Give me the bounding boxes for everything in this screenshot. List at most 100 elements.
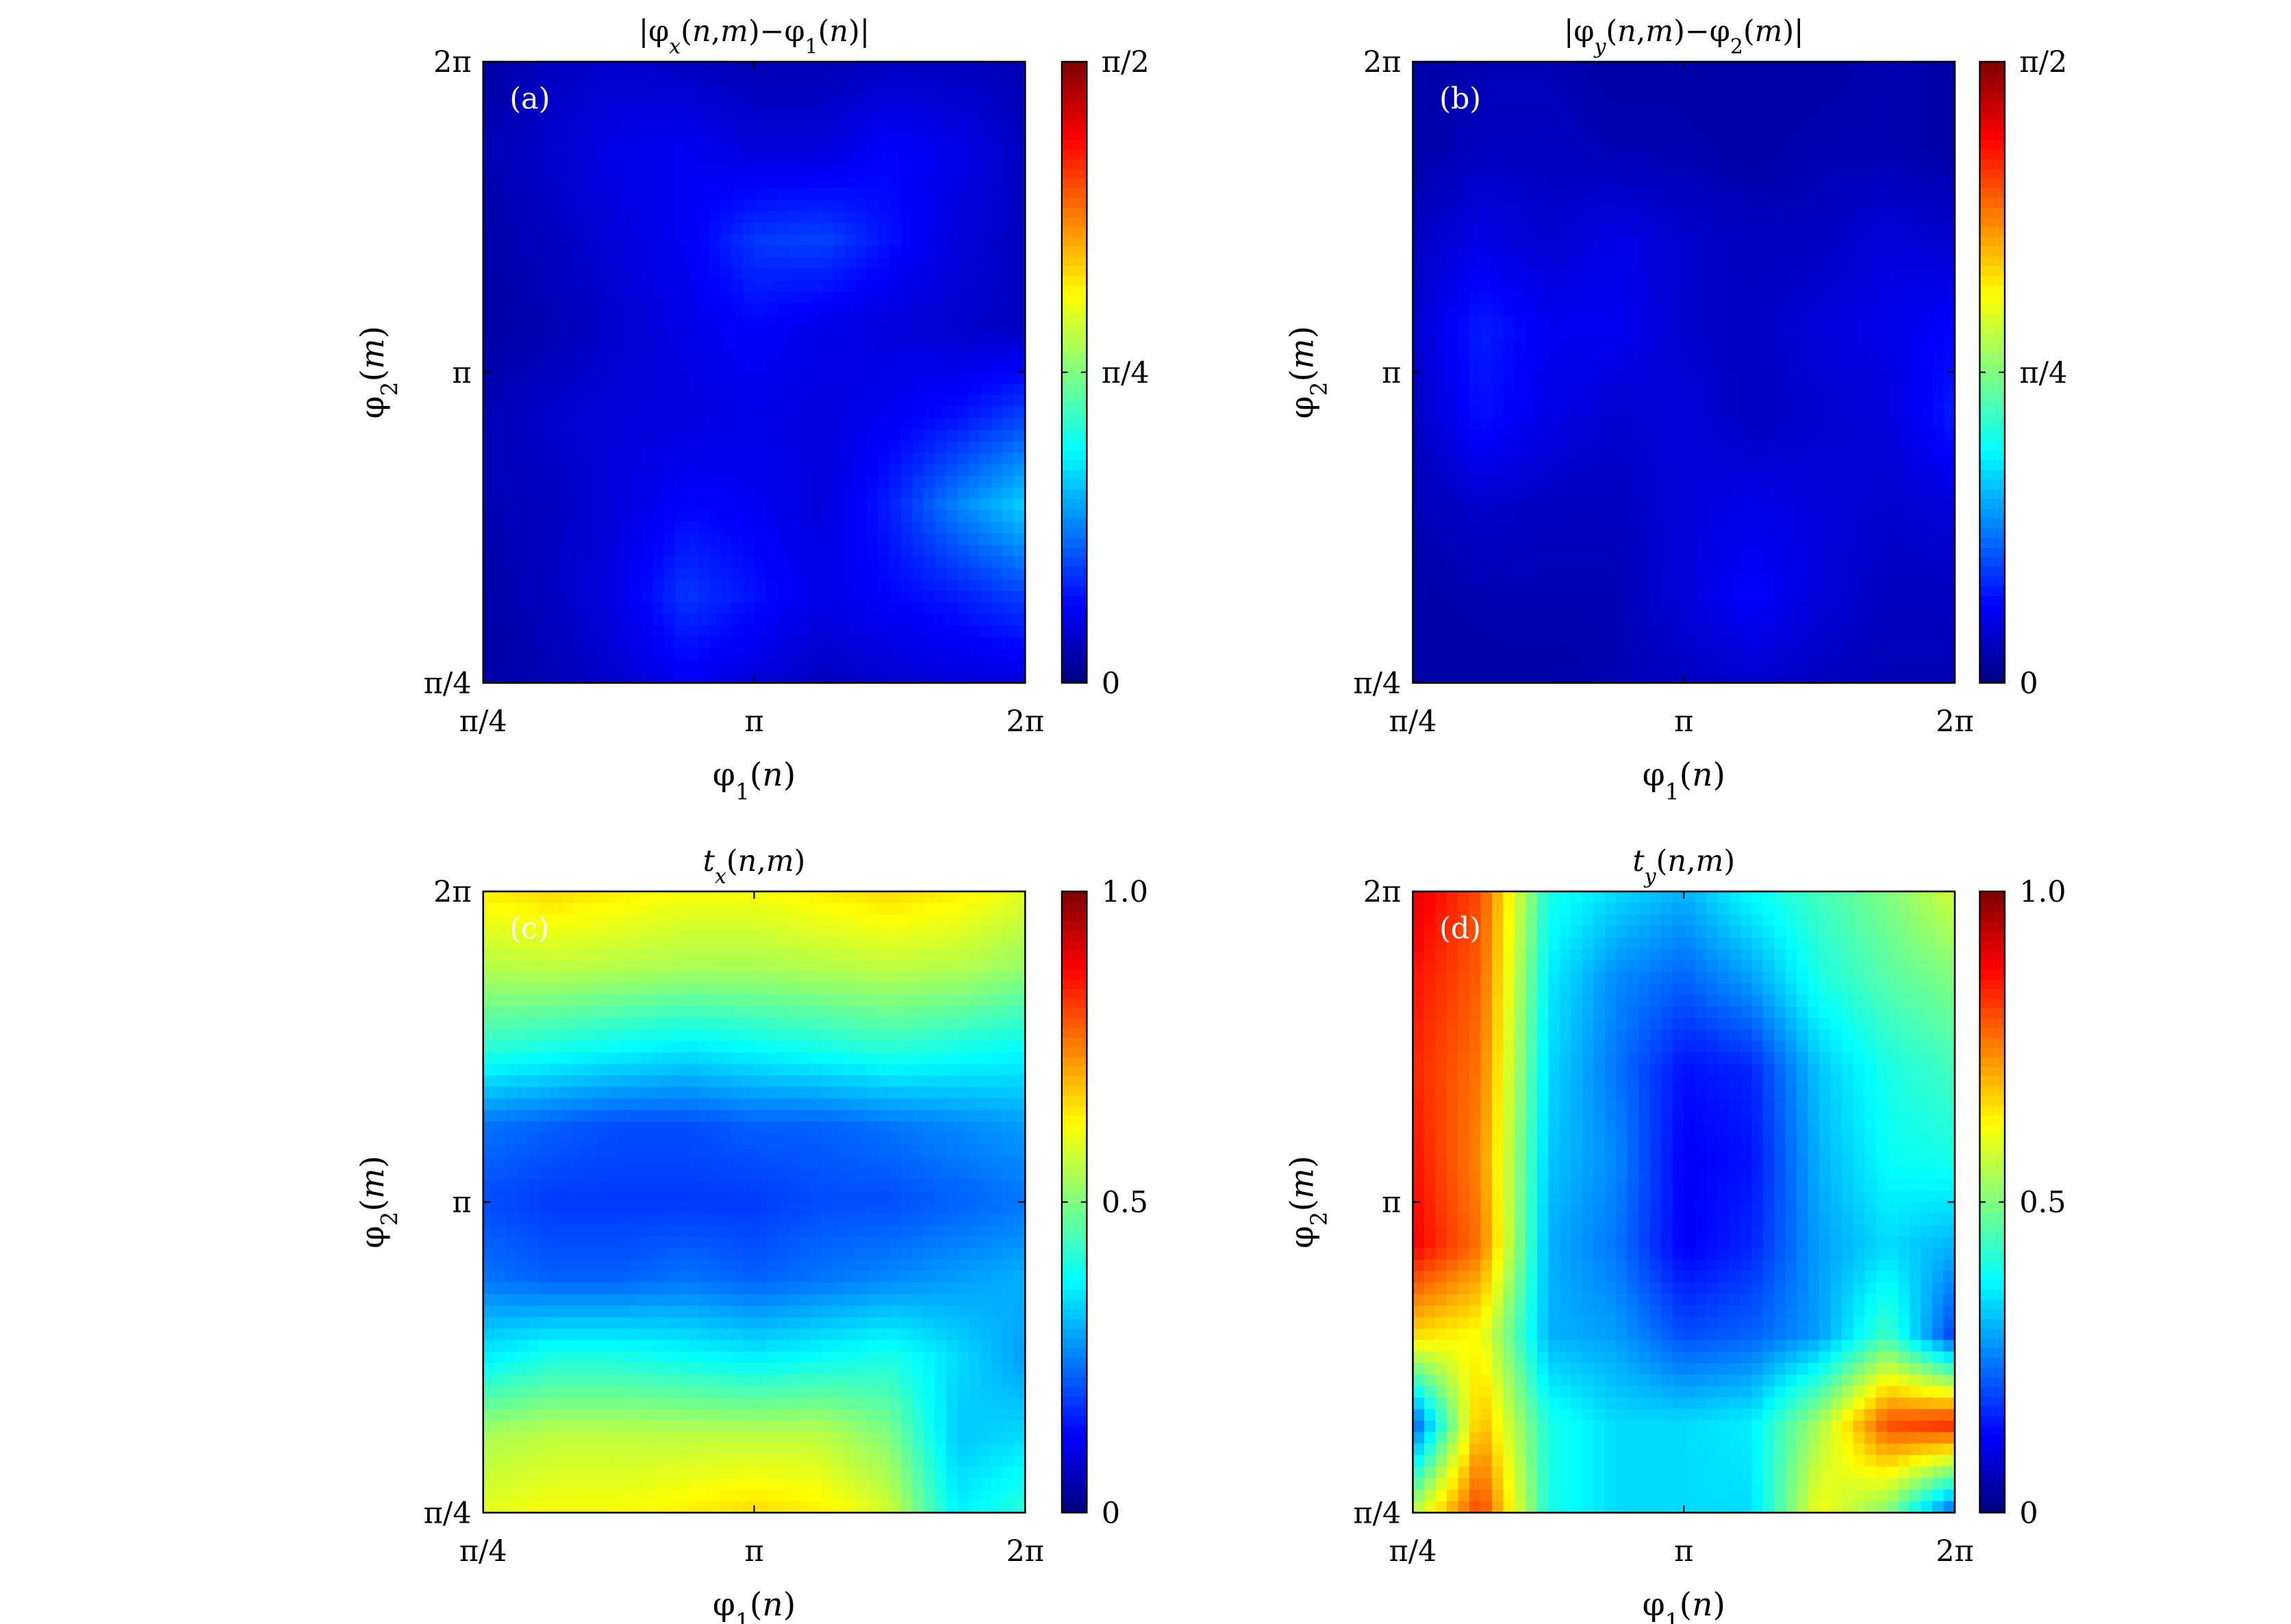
heatmap-cell: [1413, 475, 1425, 488]
heatmap-cell: [1435, 211, 1447, 224]
heatmap-cell: [618, 234, 631, 246]
heatmap-cell: [1548, 107, 1560, 120]
heatmap-cell: [1672, 544, 1685, 557]
heatmap-cell: [517, 257, 529, 270]
heatmap-cell: [765, 522, 778, 534]
heatmap-cell: [709, 177, 721, 189]
heatmap-cell: [1819, 522, 1832, 534]
colorbar-step: [1061, 100, 1087, 111]
heatmap-cell: [1593, 73, 1606, 86]
heatmap-cell: [528, 142, 541, 155]
heatmap-cell: [698, 223, 710, 235]
heatmap-cell: [698, 625, 710, 638]
heatmap-cell: [1446, 96, 1459, 109]
heatmap-cell: [923, 338, 936, 351]
heatmap-cell: [980, 510, 992, 523]
heatmap-cell: [776, 62, 789, 74]
heatmap-cell: [1774, 223, 1786, 235]
heatmap-cell: [1446, 579, 1459, 592]
heatmap-cell: [980, 188, 992, 201]
heatmap-cell: [1887, 165, 1899, 177]
heatmap-cell: [698, 648, 710, 661]
heatmap-cell: [1706, 383, 1719, 396]
heatmap-cell: [1593, 418, 1606, 431]
heatmap-cell: [1446, 73, 1459, 86]
heatmap-cell: [731, 648, 744, 661]
heatmap-cell: [810, 522, 823, 534]
heatmap-cell: [641, 338, 653, 351]
heatmap-cell: [1887, 429, 1899, 442]
heatmap-cell: [1875, 544, 1888, 557]
heatmap-cell: [980, 303, 992, 316]
heatmap-cell: [585, 280, 597, 292]
heatmap-cell: [1582, 349, 1595, 361]
heatmap-cell: [1853, 418, 1865, 431]
heatmap-cell: [776, 142, 789, 155]
heatmap-cell: [1943, 73, 1955, 86]
heatmap-cell: [630, 188, 642, 201]
heatmap-cell: [1672, 62, 1685, 74]
heatmap-cell: [1480, 245, 1493, 258]
heatmap-cell: [889, 613, 902, 626]
heatmap-cell: [1604, 487, 1617, 500]
heatmap-cell: [968, 383, 981, 396]
heatmap-cell: [675, 441, 687, 454]
heatmap-cell: [1842, 602, 1854, 615]
heatmap-cell: [1864, 245, 1877, 258]
heatmap-cell: [1751, 487, 1764, 500]
heatmap-cell: [912, 475, 924, 488]
heatmap-cell: [596, 602, 608, 615]
heatmap-cell: [731, 613, 744, 626]
heatmap-cell: [1887, 62, 1899, 74]
heatmap-cell: [946, 303, 959, 316]
heatmap-cell: [1536, 418, 1549, 431]
heatmap-cell: [686, 429, 698, 442]
heatmap-cell: [1503, 349, 1515, 361]
heatmap-cell: [1661, 360, 1673, 373]
heatmap-cell: [709, 671, 721, 684]
heatmap-cell: [1458, 407, 1470, 419]
heatmap-cell: [822, 234, 834, 246]
heatmap-cell: [663, 522, 676, 534]
heatmap-cell: [550, 637, 564, 649]
heatmap-cell: [1423, 303, 1436, 316]
heatmap-cell: [754, 188, 766, 201]
heatmap-cell: [1875, 487, 1888, 500]
heatmap-cell: [505, 659, 518, 672]
heatmap-cell: [1910, 292, 1922, 304]
heatmap-cell: [1921, 360, 1933, 373]
heatmap-cell: [1785, 107, 1798, 120]
heatmap-cell: [1898, 177, 1910, 189]
heatmap-cell: [1797, 498, 1809, 511]
heatmap-cell: [799, 568, 811, 581]
heatmap-cell: [1002, 119, 1015, 131]
heatmap-cell: [1638, 165, 1651, 177]
heatmap-cell: [1627, 510, 1640, 523]
heatmap-cell: [596, 303, 608, 316]
heatmap-cell: [889, 522, 902, 534]
heatmap-cell: [957, 383, 970, 396]
heatmap-cell: [867, 395, 879, 408]
heatmap-cell: [1423, 487, 1436, 500]
heatmap-cell: [1887, 441, 1899, 454]
heatmap-cell: [1514, 257, 1527, 270]
heatmap-cell: [641, 487, 653, 500]
heatmap-cell: [1423, 475, 1436, 488]
heatmap-cell: [607, 533, 620, 546]
heatmap-cell: [957, 153, 970, 166]
heatmap-cell: [1413, 223, 1425, 235]
heatmap-cell: [1548, 418, 1560, 431]
heatmap-cell: [946, 314, 959, 327]
heatmap-cell: [1785, 165, 1798, 177]
heatmap-cell: [946, 556, 959, 569]
heatmap-cell: [957, 533, 970, 546]
heatmap-cell: [991, 292, 1004, 304]
heatmap-cell: [1706, 498, 1719, 511]
heatmap-cell: [855, 498, 868, 511]
heatmap-cell: [562, 96, 574, 109]
heatmap-cell: [1627, 533, 1640, 546]
heatmap-cell: [1413, 326, 1425, 339]
heatmap-cell: [1921, 257, 1933, 270]
heatmap-cell: [1593, 556, 1606, 569]
heatmap-cell: [1593, 360, 1606, 373]
